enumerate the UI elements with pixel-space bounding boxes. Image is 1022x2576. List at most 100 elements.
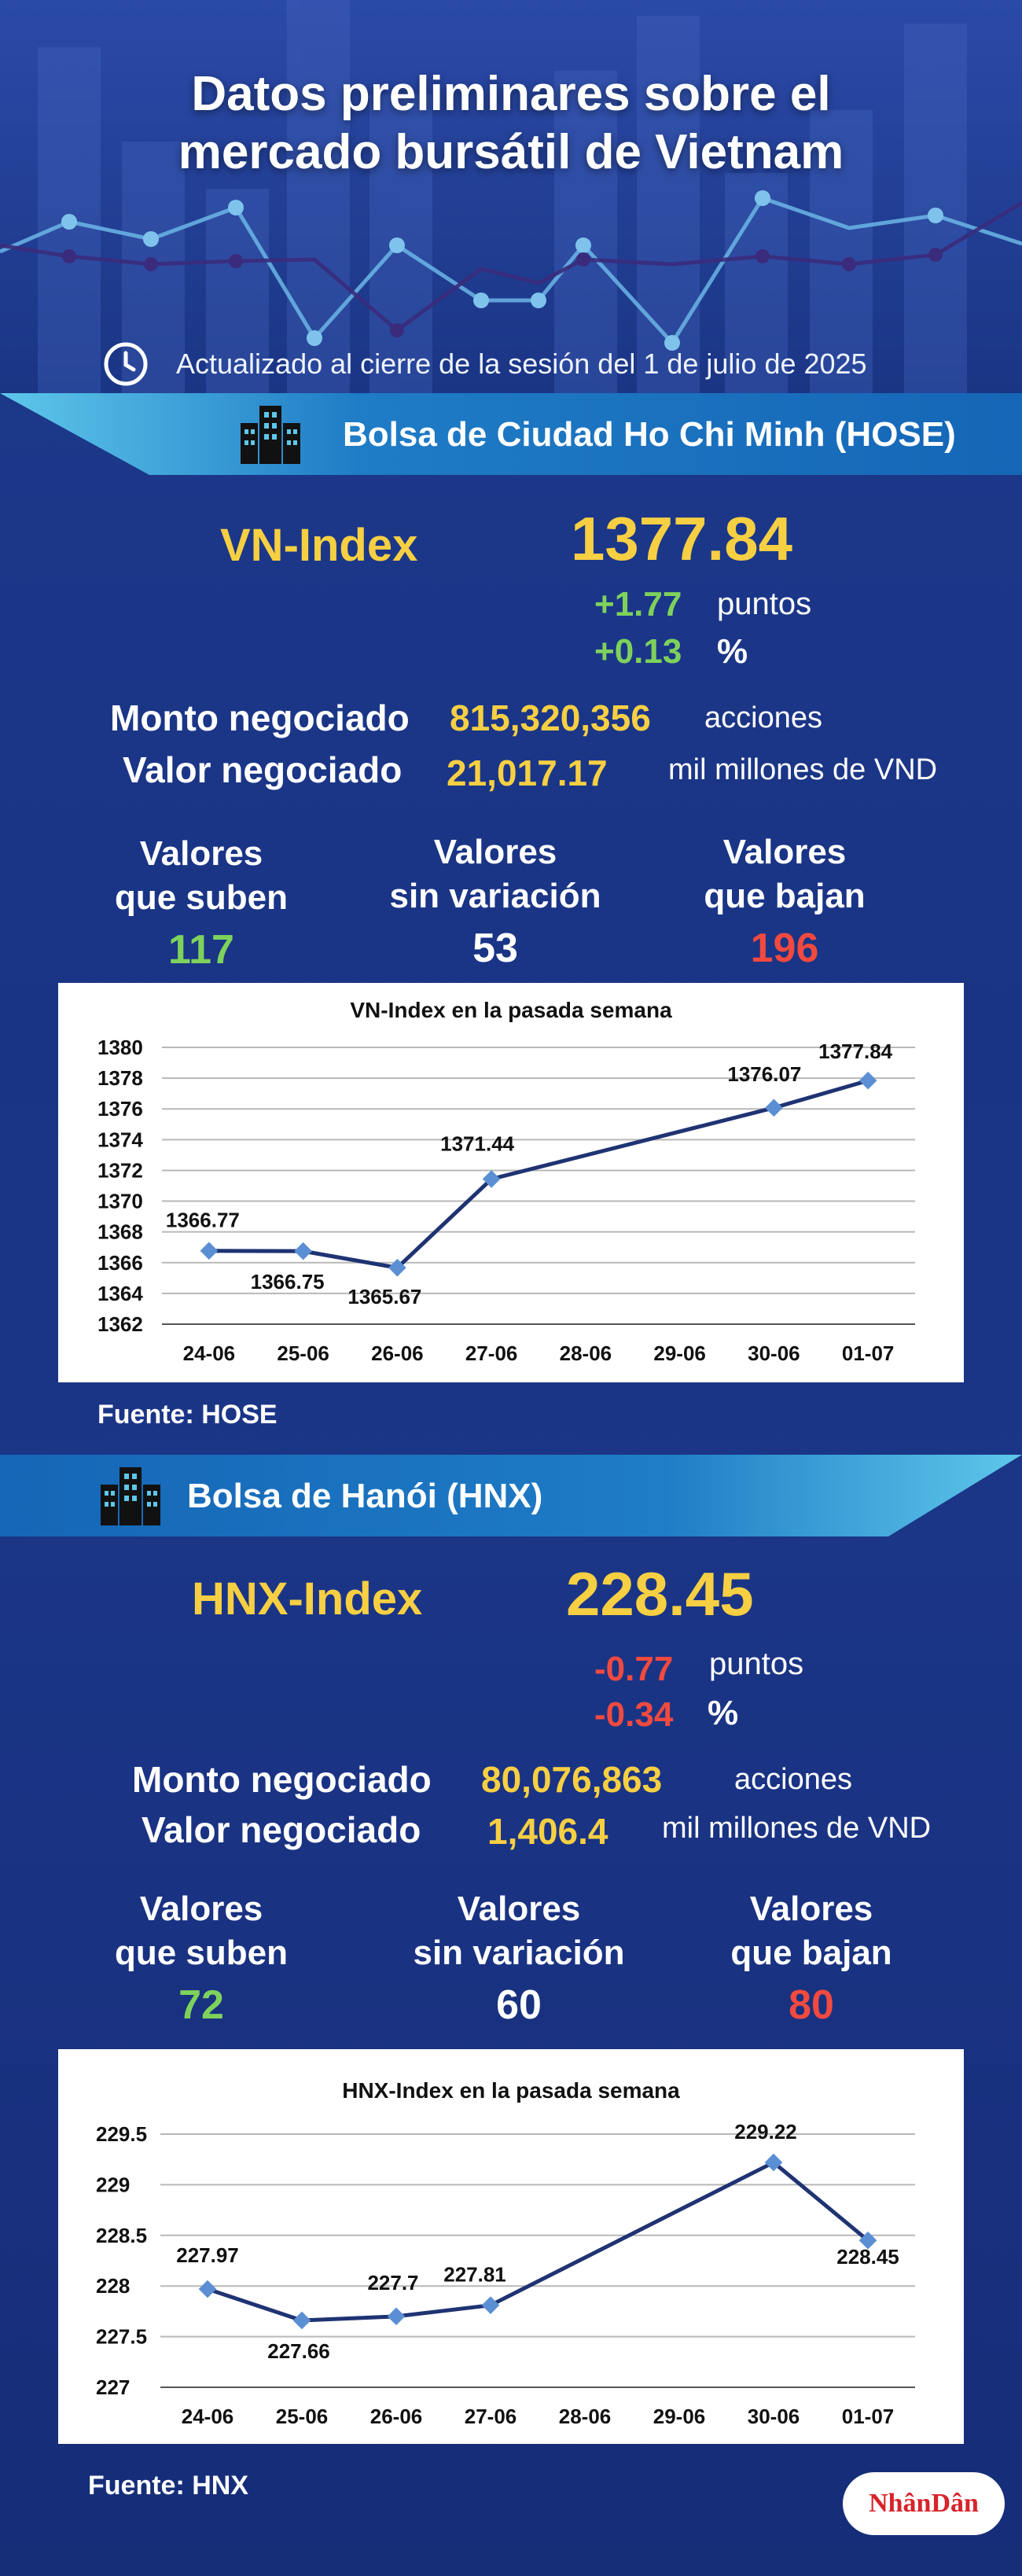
hose-change-points-unit: puntos — [717, 587, 812, 621]
hnx-source: Fuente: HNX — [88, 2471, 248, 2501]
data-label: 1376.07 — [727, 1062, 801, 1086]
hose-banner-title: Bolsa de Ciudad Ho Chi Minh (HOSE) — [343, 415, 956, 454]
hose-change-points: +1.77 — [594, 585, 682, 624]
data-label: 1366.75 — [251, 1270, 325, 1294]
hnx-advancers-label-1: Valores — [139, 1890, 263, 1928]
y-tick-label: 228 — [96, 2274, 130, 2298]
hnx-value-label: Valor negociado — [142, 1809, 421, 1850]
y-tick-label: 1364 — [97, 1282, 143, 1305]
page-title-line-1: Datos preliminares sobre el — [191, 67, 831, 121]
x-tick-label: 27-06 — [465, 1341, 518, 1365]
hose-advancers-count: 117 — [168, 927, 234, 973]
building-icon — [241, 406, 300, 464]
y-tick-label: 1374 — [97, 1128, 143, 1151]
x-tick-label: 24-06 — [183, 1341, 236, 1365]
update-notice: Actualizado al cierre de la sesión del 1… — [102, 337, 867, 392]
header-decoration — [0, 0, 1022, 393]
y-tick-label: 228.5 — [96, 2224, 147, 2247]
hose-volume-value: 815,320,356 — [450, 697, 651, 738]
hnx-index-name: HNX-Index — [192, 1573, 423, 1625]
x-tick-label: 25-06 — [277, 1341, 329, 1365]
hnx-decliners-count: 80 — [789, 1982, 834, 2028]
hose-value-value: 21,017.17 — [447, 753, 608, 793]
clock-icon — [104, 342, 148, 386]
x-tick-label: 01-07 — [842, 2405, 895, 2428]
hnx-unchanged-count: 60 — [496, 1982, 542, 2028]
y-tick-label: 227.5 — [96, 2325, 147, 2349]
y-tick-label: 1370 — [97, 1190, 143, 1213]
hose-advancers-label-2: que suben — [114, 878, 289, 917]
hnx-unchanged: Valores sin variación 60 — [393, 1887, 645, 2029]
hnx-decliners-label-1: Valores — [749, 1890, 873, 1928]
y-tick-label: 1362 — [97, 1312, 143, 1336]
nhandan-logo[interactable]: NhânDân — [843, 2472, 1005, 2535]
hnx-advancers: Valores que suben 72 — [75, 1887, 327, 2029]
hnx-advancers-label-2: que suben — [114, 1934, 289, 1972]
y-tick-label: 1376 — [97, 1097, 143, 1121]
x-tick-label: 26-06 — [370, 2405, 423, 2428]
chart-title: VN-Index en la pasada semana — [350, 998, 672, 1022]
x-tick-label: 27-06 — [465, 2405, 517, 2428]
page-title-line-2: mercado bursátil de Vietnam — [178, 125, 844, 179]
data-label: 227.7 — [367, 2271, 418, 2294]
hose-unchanged-label-2: sin variación — [389, 877, 601, 915]
x-tick-label: 25-06 — [276, 2405, 329, 2428]
data-point — [858, 1071, 877, 1090]
x-tick-label: 24-06 — [182, 2405, 234, 2428]
hose-index-name: VN-Index — [220, 520, 418, 571]
data-point — [294, 1242, 312, 1260]
hose-volume-unit: acciones — [704, 701, 822, 734]
chart-title: HNX-Index en la pasada semana — [342, 2078, 680, 2103]
hose-change-percent: +0.13 — [594, 632, 682, 671]
x-tick-label: 30-06 — [748, 1341, 800, 1365]
hose-advancers: Valores que suben 117 — [75, 832, 327, 973]
y-tick-label: 1372 — [97, 1158, 143, 1182]
x-tick-label: 29-06 — [653, 2405, 706, 2428]
hnx-volume-unit: acciones — [734, 1763, 852, 1796]
hnx-banner-bg — [0, 1455, 1022, 1536]
hose-decliners-label-1: Valores — [722, 833, 847, 871]
y-tick-label: 229 — [96, 2173, 130, 2196]
data-point — [198, 2280, 217, 2298]
hnx-chart: HNX-Index en la pasada semana 227 227.5 228… — [58, 2049, 964, 2444]
data-label: 1377.84 — [818, 1040, 893, 1063]
x-tick-label: 28-06 — [560, 1341, 612, 1365]
hose-volume-label: Monto negociado — [110, 697, 410, 738]
data-point — [292, 2311, 311, 2330]
x-tick-label: 30-06 — [748, 2405, 800, 2428]
hnx-change-percent: -0.34 — [594, 1695, 674, 1734]
series-line — [207, 2160, 869, 2323]
hnx-index-value: 228.45 — [566, 1559, 754, 1628]
data-label: 229.22 — [734, 2120, 797, 2144]
data-point — [387, 2307, 406, 2326]
hnx-change-points: -0.77 — [594, 1650, 674, 1688]
hose-index-value: 1377.84 — [571, 504, 792, 573]
hose-decliners: Valores que bajan 196 — [659, 830, 910, 972]
hose-chart: VN-Index en la pasada semana 1362 1364 1366… — [58, 983, 964, 1382]
x-tick-label: 29-06 — [653, 1341, 706, 1365]
y-tick-label: 1378 — [97, 1066, 143, 1090]
hose-advancers-label-1: Valores — [139, 834, 263, 873]
hnx-unchanged-label-1: Valores — [457, 1890, 581, 1928]
data-label: 227.97 — [176, 2243, 239, 2267]
data-label: 1366.77 — [166, 1209, 240, 1232]
building-icon — [101, 1467, 160, 1525]
hnx-value-unit: mil millones de VND — [662, 1812, 932, 1845]
y-tick-label: 1366 — [97, 1251, 143, 1275]
hnx-volume-value: 80,076,863 — [481, 1759, 663, 1800]
y-tick-label: 229.5 — [96, 2122, 147, 2146]
data-label: 227.66 — [267, 2339, 330, 2363]
nhandan-logo-text: NhânDân — [869, 2489, 979, 2518]
hnx-advancers-count: 72 — [178, 1982, 224, 2028]
data-point — [200, 1242, 219, 1260]
series-line — [208, 1078, 869, 1270]
hnx-decliners: Valores que bajan 80 — [686, 1887, 937, 2029]
hose-unchanged: Valores sin variación 53 — [369, 830, 621, 972]
hose-unchanged-count: 53 — [472, 926, 518, 971]
x-tick-label: 26-06 — [371, 1341, 424, 1365]
data-point — [765, 1098, 783, 1117]
data-label: 1371.44 — [440, 1132, 515, 1155]
hose-value-unit: mil millones de VND — [668, 753, 938, 786]
hnx-value-value: 1,406.4 — [487, 1811, 608, 1852]
y-tick-label: 1380 — [97, 1036, 143, 1059]
